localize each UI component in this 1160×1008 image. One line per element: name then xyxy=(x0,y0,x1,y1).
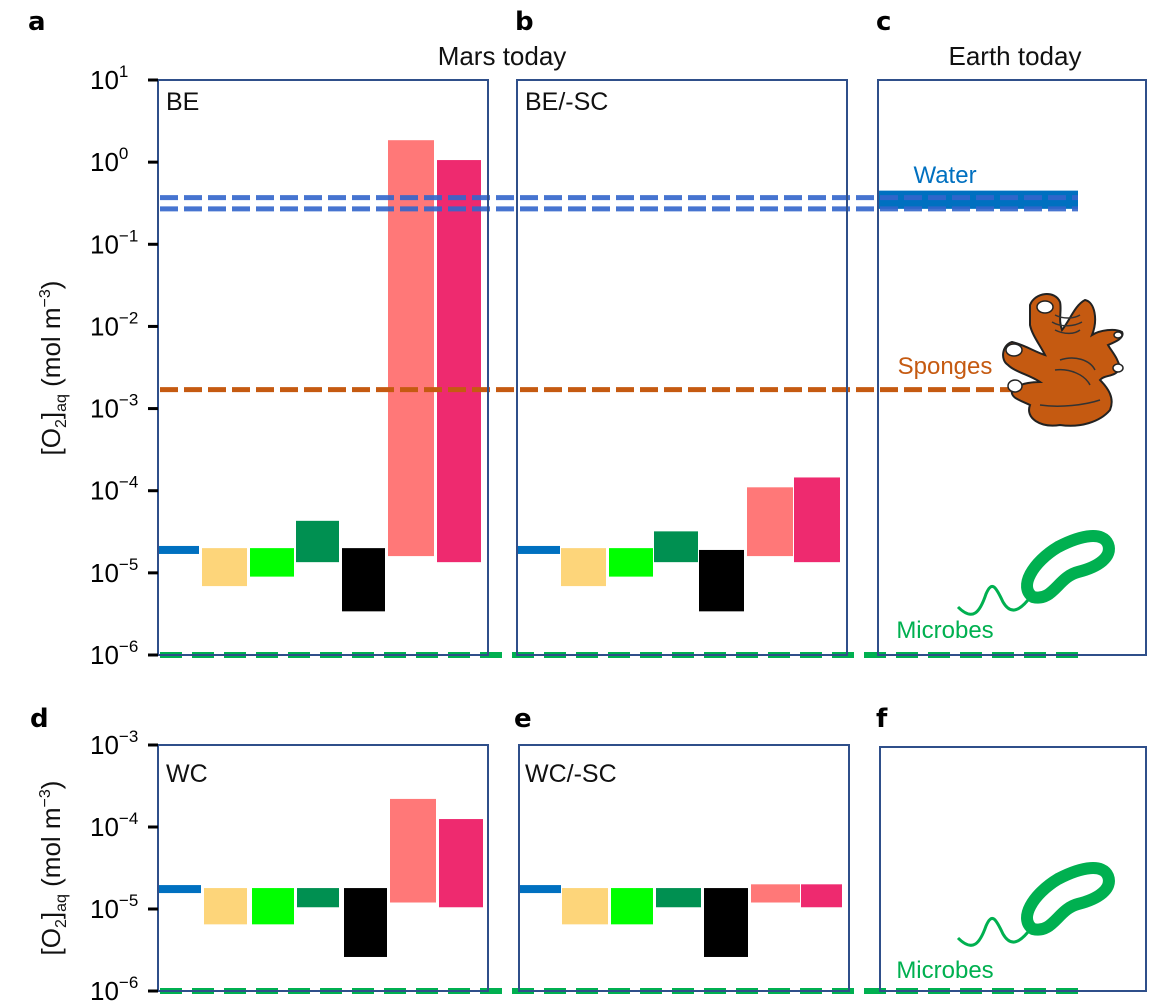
panel-label-f: f xyxy=(876,704,888,734)
bar-e-4 xyxy=(704,888,748,957)
panel-frame-f xyxy=(879,746,1147,992)
y-axis-label-top: [O2]aq (mol m−3) xyxy=(36,281,70,456)
bar-b-0 xyxy=(517,545,560,554)
microbes-label-c: Microbes xyxy=(896,617,993,644)
y-axis-label-bottom: [O2]aq (mol m−3) xyxy=(36,781,70,956)
y-tick-label: 10−4 xyxy=(90,809,138,842)
bar-a-5 xyxy=(388,140,434,557)
y-tick-label: 10−6 xyxy=(90,973,138,1006)
svg-text:[O2]aq (mol m−3): [O2]aq (mol m−3) xyxy=(36,281,70,456)
y-tick-label: 10−1 xyxy=(90,226,138,259)
panel-text-b: BE/-SC xyxy=(525,88,608,116)
panel-frame-d xyxy=(157,744,489,992)
bar-d-4 xyxy=(344,888,387,957)
bar-e-6 xyxy=(801,884,842,908)
svg-text:[O2]aq (mol m−3): [O2]aq (mol m−3) xyxy=(36,781,70,956)
bar-a-0 xyxy=(158,545,199,554)
bar-e-0 xyxy=(519,885,561,894)
microbe-icon xyxy=(956,862,1115,947)
y-tick-label: 10−3 xyxy=(90,727,138,760)
y-tick-label: 10−2 xyxy=(90,308,138,341)
y-tick-label: 10−5 xyxy=(90,555,138,588)
bar-d-5 xyxy=(390,798,436,903)
group-title-mars: Mars today xyxy=(438,41,567,71)
y-tick-label: 101 xyxy=(90,62,128,95)
panel-text-d: WC xyxy=(166,760,208,788)
panel-frame-a xyxy=(157,79,489,656)
y-tick-label: 10−6 xyxy=(90,637,138,670)
bar-d-1 xyxy=(204,888,247,925)
bar-a-3 xyxy=(296,520,339,563)
microbe-icon xyxy=(956,530,1115,616)
sponges-label: Sponges xyxy=(898,353,993,380)
bar-e-2 xyxy=(611,888,653,925)
bar-d-3 xyxy=(297,888,339,908)
panel-frame-c xyxy=(877,79,1147,656)
panel-label-e: e xyxy=(514,704,532,734)
group-title-earth: Earth today xyxy=(949,41,1082,71)
bar-b-5 xyxy=(747,487,793,557)
bar-e-1 xyxy=(562,888,608,925)
bar-e-3 xyxy=(656,888,701,908)
bar-b-1 xyxy=(561,548,606,587)
bar-a-6 xyxy=(437,160,481,563)
bar-e-5 xyxy=(751,884,800,903)
bar-a-2 xyxy=(250,548,294,577)
y-tick-label: 10−4 xyxy=(90,473,138,506)
panel-label-c: c xyxy=(876,7,891,37)
y-tick-label: 10−3 xyxy=(90,391,138,424)
bar-b-3 xyxy=(654,531,698,563)
panel-frame-b xyxy=(516,79,848,656)
bar-d-6 xyxy=(439,819,483,908)
bar-d-0 xyxy=(158,885,201,894)
bar-d-2 xyxy=(252,888,294,925)
y-tick-label: 10−5 xyxy=(90,891,138,924)
bar-b-6 xyxy=(794,477,840,563)
water-label: Water xyxy=(913,162,976,189)
panel-label-a: a xyxy=(28,7,46,37)
panel-frame-e xyxy=(518,744,850,992)
bar-b-4 xyxy=(699,549,744,612)
panel-label-b: b xyxy=(515,7,534,37)
sponge-icon xyxy=(1002,293,1124,427)
y-tick-label: 100 xyxy=(90,144,128,177)
panel-label-d: d xyxy=(30,704,49,734)
bar-a-4 xyxy=(342,548,385,612)
panel-text-a: BE xyxy=(166,88,199,116)
bar-b-2 xyxy=(609,548,653,577)
microbes-label-f: Microbes xyxy=(896,957,993,984)
panel-text-e: WC/-SC xyxy=(525,760,617,788)
bar-a-1 xyxy=(202,548,247,587)
